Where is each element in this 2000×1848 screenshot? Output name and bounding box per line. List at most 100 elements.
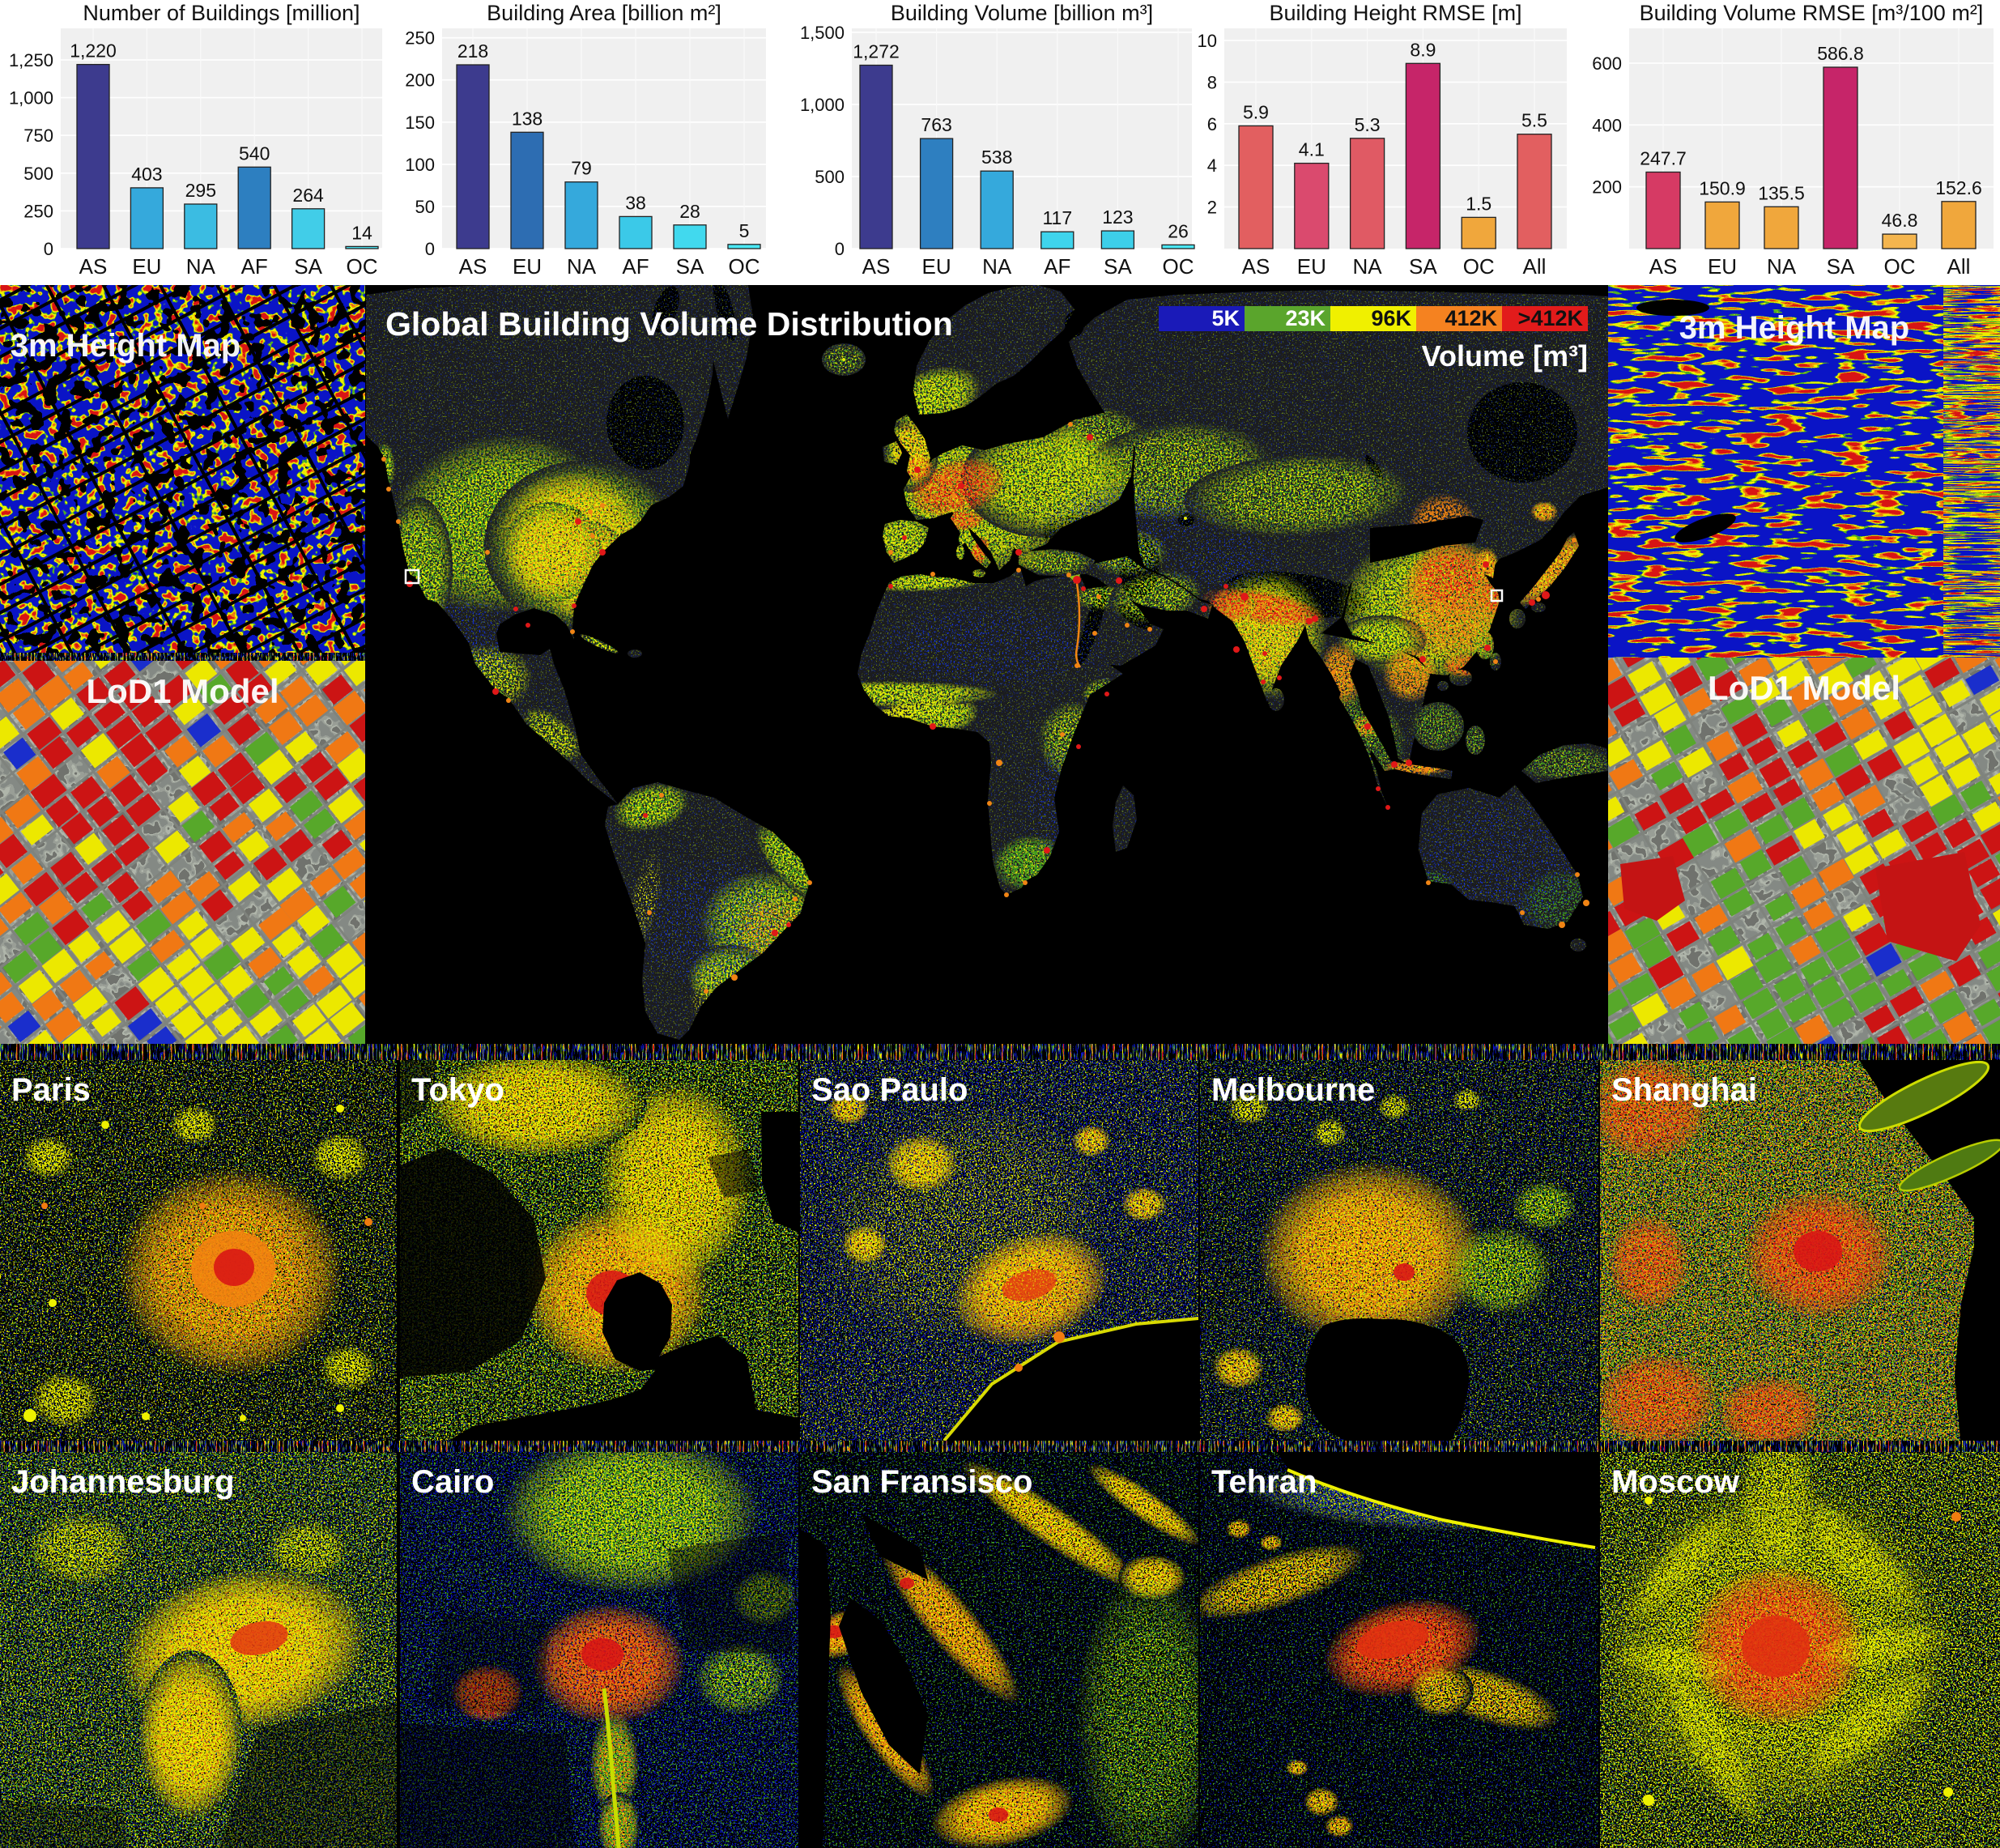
svg-text:Moscow: Moscow (1611, 1464, 1740, 1500)
svg-text:NA: NA (1767, 254, 1797, 279)
svg-text:3m Height Map: 3m Height Map (11, 328, 240, 364)
svg-text:96K: 96K (1371, 306, 1411, 330)
svg-text:1,250: 1,250 (9, 50, 53, 70)
svg-text:1,000: 1,000 (800, 95, 845, 115)
svg-text:4: 4 (1207, 155, 1217, 176)
svg-text:1,500: 1,500 (800, 23, 845, 43)
svg-text:23K: 23K (1285, 306, 1326, 330)
svg-text:SA: SA (294, 254, 322, 279)
svg-text:Building Area [billion m²]: Building Area [billion m²] (487, 1, 721, 25)
svg-text:Building Volume RMSE [m³/100 m: Building Volume RMSE [m³/100 m²] (1640, 1, 1984, 25)
svg-text:NA: NA (567, 254, 597, 279)
svg-text:200: 200 (1592, 177, 1622, 198)
svg-text:295: 295 (185, 180, 216, 201)
svg-text:100: 100 (405, 155, 435, 175)
svg-text:152.6: 152.6 (1935, 177, 1982, 198)
svg-text:AF: AF (241, 254, 268, 279)
svg-text:1,272: 1,272 (853, 41, 900, 62)
svg-text:46.8: 46.8 (1882, 210, 1918, 231)
svg-text:1.5: 1.5 (1466, 193, 1491, 214)
svg-text:EU: EU (1297, 254, 1326, 279)
svg-text:OC: OC (1163, 254, 1194, 279)
svg-text:AF: AF (622, 254, 649, 279)
svg-text:1,220: 1,220 (70, 40, 117, 62)
svg-text:LoD1 Model: LoD1 Model (1708, 669, 1900, 707)
svg-text:3m Height Map: 3m Height Map (1679, 310, 1909, 346)
svg-text:EU: EU (1708, 254, 1737, 279)
svg-text:Johannesburg: Johannesburg (11, 1464, 235, 1500)
svg-text:10: 10 (1198, 31, 1217, 51)
svg-text:79: 79 (571, 158, 592, 179)
svg-text:SA: SA (1409, 254, 1437, 279)
svg-text:Global Building Volume Distrib: Global Building Volume Distribution (385, 305, 953, 343)
svg-text:123: 123 (1102, 207, 1133, 228)
svg-text:150: 150 (405, 113, 435, 133)
svg-text:NA: NA (1353, 254, 1383, 279)
svg-text:OC: OC (1463, 254, 1495, 279)
svg-text:586.8: 586.8 (1817, 43, 1864, 64)
svg-text:5: 5 (739, 220, 750, 241)
svg-text:EU: EU (922, 254, 951, 279)
svg-text:OC: OC (347, 254, 378, 279)
svg-text:Building Height RMSE [m]: Building Height RMSE [m] (1269, 1, 1521, 25)
svg-text:8: 8 (1207, 72, 1217, 92)
svg-text:1,000: 1,000 (9, 88, 53, 109)
svg-text:28: 28 (679, 201, 700, 222)
svg-text:Volume [m³]: Volume [m³] (1422, 339, 1588, 373)
svg-text:0: 0 (835, 239, 845, 259)
svg-text:Building Volume [billion m³]: Building Volume [billion m³] (891, 1, 1153, 25)
svg-text:250: 250 (23, 201, 53, 221)
svg-text:4.1: 4.1 (1299, 139, 1325, 160)
svg-text:538: 538 (981, 147, 1012, 168)
svg-text:OC: OC (729, 254, 760, 279)
svg-text:AS: AS (1242, 254, 1270, 279)
svg-text:All: All (1523, 254, 1547, 279)
svg-text:0: 0 (44, 239, 53, 259)
svg-text:412K: 412K (1445, 306, 1497, 330)
svg-text:218: 218 (457, 40, 488, 62)
svg-text:AS: AS (862, 254, 891, 279)
svg-text:400: 400 (1592, 115, 1622, 135)
svg-text:AS: AS (459, 254, 487, 279)
svg-text:750: 750 (23, 126, 53, 146)
svg-text:135.5: 135.5 (1758, 182, 1805, 203)
svg-text:Tehran: Tehran (1211, 1464, 1317, 1500)
svg-text:SA: SA (1827, 254, 1855, 279)
svg-text:264: 264 (292, 185, 324, 206)
svg-text:Shanghai: Shanghai (1611, 1072, 1757, 1108)
svg-text:AF: AF (1044, 254, 1070, 279)
svg-text:NA: NA (186, 254, 216, 279)
svg-text:500: 500 (815, 167, 845, 187)
svg-text:EU: EU (132, 254, 161, 279)
svg-text:247.7: 247.7 (1640, 148, 1687, 169)
svg-text:8.9: 8.9 (1410, 39, 1436, 60)
svg-text:14: 14 (351, 222, 372, 243)
svg-text:138: 138 (512, 108, 543, 129)
svg-text:>412K: >412K (1518, 306, 1584, 330)
svg-text:EU: EU (513, 254, 542, 279)
svg-text:Cairo: Cairo (411, 1464, 494, 1500)
svg-text:Paris: Paris (11, 1072, 91, 1108)
svg-text:2: 2 (1207, 198, 1217, 218)
svg-text:SA: SA (676, 254, 704, 279)
svg-text:5.5: 5.5 (1521, 110, 1547, 131)
svg-text:Number of Buildings [million]: Number of Buildings [million] (83, 1, 360, 25)
svg-text:763: 763 (921, 114, 951, 135)
svg-text:0: 0 (425, 239, 435, 259)
svg-text:500: 500 (23, 164, 53, 184)
svg-text:OC: OC (1884, 254, 1916, 279)
svg-text:5K: 5K (1211, 306, 1240, 330)
svg-text:NA: NA (982, 254, 1012, 279)
svg-text:150.9: 150.9 (1699, 177, 1746, 198)
svg-text:50: 50 (415, 197, 435, 217)
svg-text:403: 403 (131, 164, 162, 185)
svg-text:540: 540 (239, 143, 270, 164)
svg-text:6: 6 (1207, 114, 1217, 134)
svg-text:117: 117 (1042, 207, 1072, 228)
svg-text:San Fransisco: San Fransisco (811, 1464, 1032, 1500)
svg-text:5.3: 5.3 (1355, 114, 1381, 135)
svg-text:5.9: 5.9 (1243, 101, 1269, 122)
svg-text:Tokyo: Tokyo (411, 1072, 504, 1108)
svg-text:AS: AS (79, 254, 108, 279)
svg-text:Melbourne: Melbourne (1211, 1072, 1375, 1108)
